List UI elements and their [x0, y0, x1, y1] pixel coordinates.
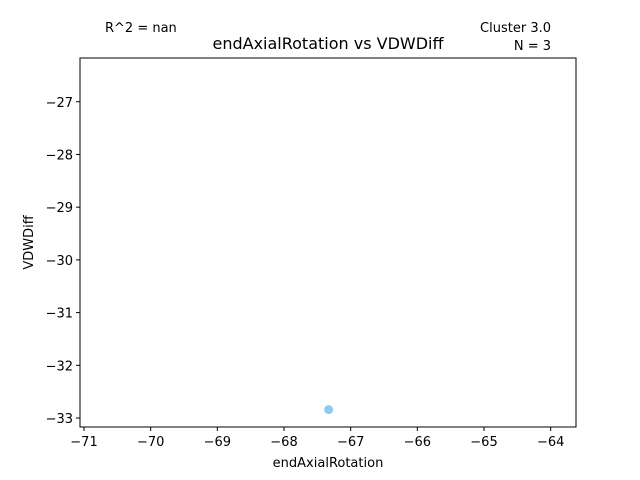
- x-tick-label: −69: [204, 435, 231, 450]
- x-tick-label: −70: [137, 435, 164, 450]
- y-tick-label: −27: [46, 96, 73, 111]
- y-axis-label: VDWDiff: [22, 214, 37, 269]
- x-tick-label: −66: [404, 435, 431, 450]
- cluster-annotation: Cluster 3.0: [480, 21, 551, 36]
- y-tick-label: −33: [46, 412, 73, 427]
- y-tick-label: −32: [46, 359, 73, 374]
- x-tick-label: −68: [270, 435, 297, 450]
- data-points: [324, 405, 334, 415]
- x-tick-label: −64: [537, 435, 564, 450]
- y-tick-label: −31: [46, 307, 73, 322]
- y-tick-label: −29: [46, 201, 73, 216]
- r-squared-annotation: R^2 = nan: [105, 21, 177, 36]
- y-axis-ticks: −27 −28 −29 −30 −31 −32 −33: [46, 96, 80, 427]
- n-count-annotation: N = 3: [514, 39, 551, 54]
- x-tick-label: −65: [470, 435, 497, 450]
- x-axis-label: endAxialRotation: [273, 456, 384, 471]
- chart-title: endAxialRotation vs VDWDiff: [212, 34, 444, 53]
- scatter-point: [324, 405, 334, 415]
- x-tick-label: −67: [337, 435, 364, 450]
- plot-frame: [79, 57, 577, 428]
- x-tick-label: −71: [70, 435, 97, 450]
- y-tick-label: −28: [46, 148, 73, 163]
- y-tick-label: −30: [46, 254, 73, 269]
- x-axis-ticks: −71 −70 −69 −68 −67 −66 −65 −64: [70, 427, 564, 450]
